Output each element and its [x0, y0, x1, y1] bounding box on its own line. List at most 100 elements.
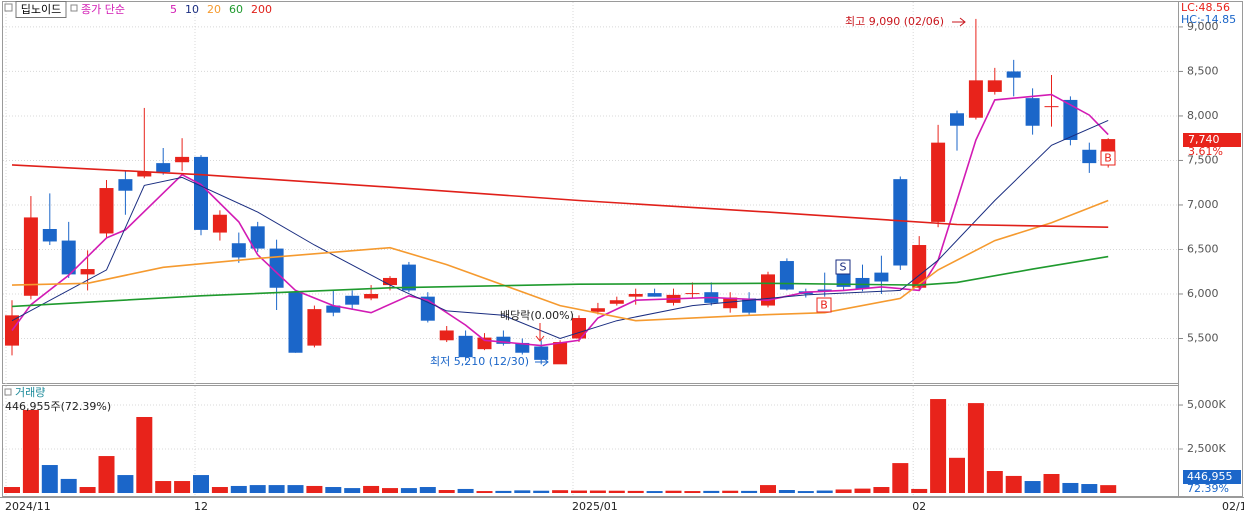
volume-bar: [741, 490, 758, 493]
candle-body: [439, 330, 454, 341]
candle-body: [137, 172, 152, 177]
legend-entry: 200: [251, 3, 272, 16]
high-arrow: [952, 17, 966, 27]
ma-line: [11, 164, 1109, 228]
volume-bar: [722, 490, 739, 493]
volume-bar: [382, 488, 398, 493]
candle-body: [61, 240, 76, 275]
legend-entry: 60: [229, 3, 243, 16]
change-tag: 3.61%: [1188, 145, 1223, 158]
ma-icon[interactable]: [70, 4, 78, 12]
volume-icon[interactable]: [4, 388, 12, 396]
menu-icon[interactable]: [4, 3, 13, 12]
candle-body: [80, 269, 95, 275]
volume-bar: [1043, 473, 1060, 493]
candle-body: [383, 277, 397, 286]
lc-label: LC:48.56: [1181, 1, 1230, 14]
volume-bar: [778, 490, 795, 493]
volume-tag-box: [1183, 470, 1241, 484]
legend-title: 종가 단순: [81, 3, 125, 16]
stock-name-box[interactable]: [15, 1, 67, 18]
candle-body: [723, 297, 738, 309]
signal: B: [820, 299, 828, 312]
y-tick-label: 7,000: [1187, 198, 1219, 211]
x-tick-label: 2025/01: [572, 500, 618, 513]
candle-body: [590, 308, 605, 312]
candle-body: [99, 188, 114, 234]
volume-bar: [589, 490, 606, 493]
candle-body: [912, 245, 927, 288]
y-tick-label: 8,000: [1187, 109, 1219, 122]
y-tick-label: 6,500: [1187, 242, 1219, 255]
volume-bar: [117, 475, 134, 493]
volume-bar: [211, 487, 228, 493]
high-note: 최고 9,090 (02/06): [845, 15, 944, 28]
volume-bar: [608, 490, 625, 493]
volume-bar: [627, 490, 644, 493]
volume-bar: [363, 485, 380, 493]
candle-body: [118, 179, 133, 191]
volume-bar: [684, 491, 701, 493]
candle-body: [817, 289, 832, 292]
volume-bar: [60, 478, 77, 493]
volume-bar: [230, 485, 247, 493]
candle-body: [212, 214, 227, 233]
volume-bar: [854, 488, 871, 493]
volume-pct-tag: 72.39%: [1187, 482, 1229, 495]
candle-body: [534, 346, 549, 360]
volume-bar: [1005, 475, 1022, 493]
volume-bar: [79, 487, 96, 493]
signal: S: [840, 261, 847, 274]
volume-bar: [533, 490, 550, 493]
signal-box: [1100, 150, 1116, 166]
signal: B: [1104, 152, 1112, 165]
volume-bar: [1024, 481, 1041, 493]
volume-bar: [22, 409, 39, 493]
low-note: 최저 5,210 (12/30): [430, 355, 529, 368]
candle-body: [231, 243, 246, 258]
y-tick-label: 5,000K: [1187, 398, 1226, 411]
candle-body: [175, 156, 190, 163]
volume-bar: [930, 399, 947, 493]
candle-body: [609, 300, 624, 304]
candle-body: [307, 309, 322, 346]
stock-name: 딥노이드: [21, 3, 61, 16]
candle-body: [931, 142, 946, 222]
candle-body: [742, 298, 757, 313]
volume-bar: [287, 485, 304, 493]
candle-body: [42, 228, 57, 242]
candle-body: [874, 272, 889, 282]
ex-dividend-arrow: [535, 323, 545, 342]
candle-body: [1063, 99, 1078, 140]
ma-line: [11, 93, 1109, 347]
candle-body: [194, 156, 208, 230]
candle-body: [364, 293, 379, 299]
x-tick-label: 2024/11: [5, 500, 51, 513]
y-tick-label: 5,500: [1187, 331, 1219, 344]
volume-current: 446,955주(72.39%): [5, 400, 111, 413]
low-arrow: [535, 357, 549, 367]
volume-bar: [760, 485, 776, 493]
candle-body: [1044, 106, 1059, 108]
volume-bar: [1062, 482, 1079, 493]
candle-body: [628, 293, 643, 297]
y-tick-label: 2,500K: [1187, 442, 1226, 455]
volume-bar: [476, 491, 493, 493]
ma-line: [11, 199, 1109, 322]
volume-bar: [873, 487, 890, 493]
volume-bar: [892, 463, 909, 493]
volume-bar: [136, 416, 153, 493]
y-tick-label: 7,500: [1187, 153, 1219, 166]
candle-body: [647, 293, 662, 297]
y-tick-label: 6,000: [1187, 287, 1219, 300]
volume-bar: [325, 487, 342, 493]
volume-bar: [1100, 485, 1117, 493]
volume-bar: [249, 485, 266, 493]
ma-line: [11, 119, 1109, 340]
volume-bar: [552, 490, 569, 493]
volume-bar: [816, 490, 833, 493]
x-end-label: 02/17: [1222, 500, 1244, 513]
volume-bar: [4, 487, 20, 493]
legend-entry: 5: [170, 3, 177, 16]
